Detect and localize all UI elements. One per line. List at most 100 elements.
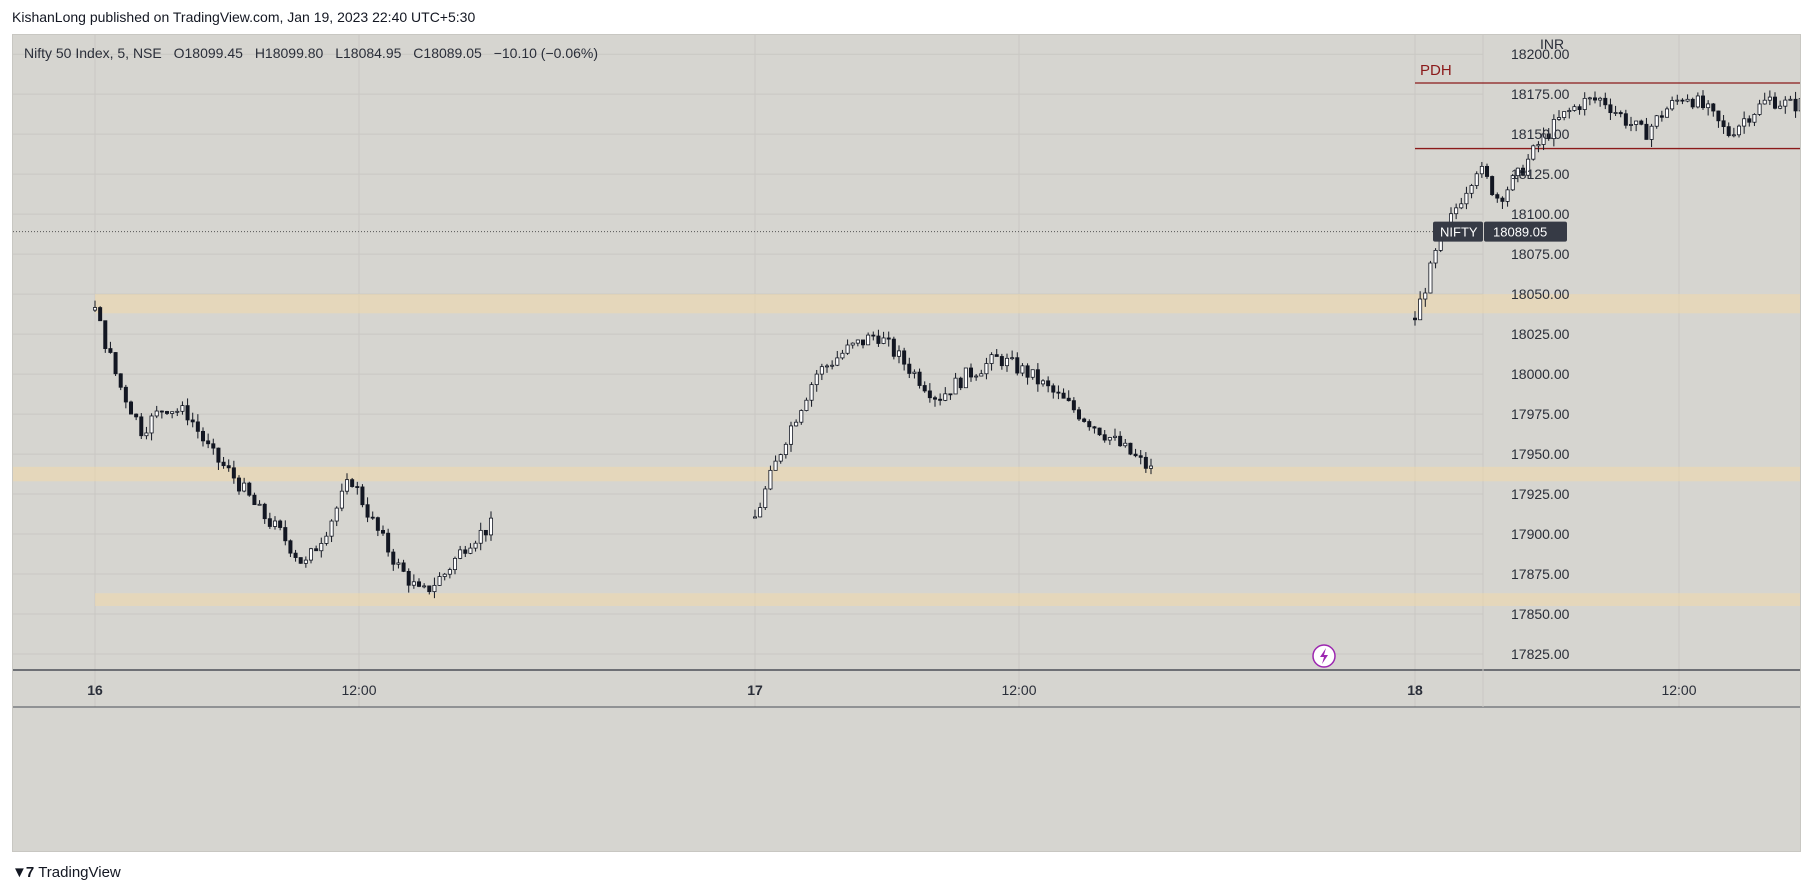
candle	[1474, 173, 1479, 186]
candle	[1071, 400, 1076, 411]
candle	[886, 337, 891, 340]
legend-symbol[interactable]: Nifty 50 Index, 5, NSE	[24, 45, 162, 61]
time-tick-label: 18	[1407, 682, 1423, 698]
candle	[200, 430, 205, 442]
candle	[478, 529, 483, 544]
candle	[1629, 124, 1634, 126]
candle	[830, 364, 835, 367]
support-zone[interactable]	[95, 294, 1800, 314]
candle	[257, 503, 262, 506]
candle	[979, 373, 984, 377]
candle	[1634, 120, 1639, 125]
candle	[139, 416, 144, 437]
candle	[278, 520, 283, 528]
candle	[236, 477, 241, 492]
candle	[1557, 117, 1562, 120]
candle	[247, 482, 252, 496]
candle	[927, 390, 932, 399]
candle	[1798, 98, 1800, 112]
support-zone[interactable]	[13, 466, 1800, 482]
price-tick-label: 17950.00	[1511, 446, 1570, 462]
last-price-tag[interactable]	[1484, 221, 1567, 242]
candle	[1469, 185, 1474, 194]
candle	[861, 339, 866, 346]
level-label: PDH	[1420, 62, 1452, 79]
candle	[175, 410, 180, 413]
candle	[108, 348, 113, 353]
symbol-tag[interactable]	[1433, 221, 1483, 242]
candle	[293, 552, 298, 558]
candle	[1788, 98, 1793, 101]
support-zone[interactable]	[95, 593, 1800, 607]
candle	[948, 393, 953, 396]
candle	[463, 549, 468, 554]
candle	[324, 535, 329, 544]
candle	[1665, 108, 1670, 118]
candle	[912, 371, 917, 374]
candle	[922, 385, 927, 392]
candle	[1767, 96, 1772, 101]
candle	[1793, 98, 1798, 112]
candle	[1143, 456, 1148, 469]
candle	[370, 516, 375, 519]
candle	[1773, 96, 1778, 109]
candle	[308, 548, 313, 561]
candle	[1670, 100, 1675, 110]
candle	[1716, 110, 1721, 122]
candle	[778, 454, 783, 462]
candle	[1428, 262, 1433, 294]
candle	[1623, 113, 1628, 126]
candle	[1752, 114, 1757, 123]
candle	[1757, 103, 1762, 115]
candle	[149, 415, 154, 434]
candle	[963, 367, 968, 389]
candle	[763, 488, 768, 508]
candle	[298, 557, 303, 564]
chart-panel[interactable]: PDHRange Bound Markettaking rejection fr…	[12, 34, 1801, 852]
candle	[881, 337, 886, 344]
candle	[144, 432, 149, 437]
candle	[1690, 98, 1695, 108]
price-tick-label: 18050.00	[1511, 286, 1570, 302]
candle	[391, 551, 396, 565]
candle	[1680, 99, 1685, 102]
time-tick-label: 17	[747, 682, 763, 698]
candle	[1107, 437, 1112, 441]
legend-low: L18084.95	[335, 45, 402, 61]
price-tick-label: 18075.00	[1511, 246, 1570, 262]
candle	[799, 410, 804, 423]
candle	[401, 562, 406, 572]
candle	[231, 467, 236, 479]
candle	[344, 479, 349, 492]
price-tick-label: 18100.00	[1511, 206, 1570, 222]
candle	[1413, 317, 1418, 321]
candle	[999, 356, 1004, 367]
candle	[1701, 95, 1706, 109]
candle	[871, 334, 876, 337]
candle	[902, 350, 907, 365]
candle	[211, 443, 216, 449]
candle	[917, 371, 922, 386]
candle	[159, 410, 164, 413]
candle	[1762, 99, 1767, 105]
candle	[1644, 123, 1649, 140]
candle	[1118, 435, 1123, 447]
tradingview-footer[interactable]: ▼7 TradingView	[12, 864, 121, 881]
candle	[907, 363, 912, 374]
lightning-bolt	[1320, 648, 1328, 664]
candle	[783, 443, 788, 456]
candle	[1726, 126, 1731, 136]
candle	[1433, 249, 1438, 264]
candle	[1046, 380, 1051, 387]
candle	[226, 465, 231, 469]
candle	[1479, 165, 1484, 175]
candle	[825, 365, 830, 368]
price-tick-label: 17900.00	[1511, 526, 1570, 542]
time-tick-label: 16	[87, 682, 103, 698]
candlestick-chart[interactable]: PDHRange Bound Markettaking rejection fr…	[13, 35, 1800, 851]
candle	[123, 386, 128, 403]
candle	[1639, 120, 1644, 125]
candle	[154, 410, 159, 417]
candle	[1731, 134, 1736, 137]
candle	[1783, 99, 1788, 107]
